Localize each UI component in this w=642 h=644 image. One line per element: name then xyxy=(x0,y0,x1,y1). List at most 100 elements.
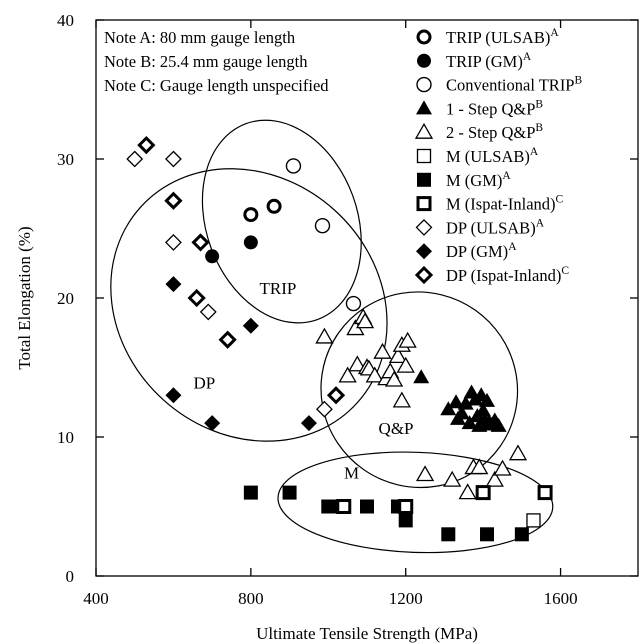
region-ellipse-m xyxy=(277,451,554,554)
legend-label-superscript: B xyxy=(535,122,543,134)
legend-label: M (GM)A xyxy=(446,170,511,190)
region-ellipse-qp xyxy=(320,291,519,489)
legend-item: DP (ULSAB)A xyxy=(415,217,545,237)
data-point xyxy=(187,288,206,308)
legend-item: TRIP (GM)A xyxy=(417,51,532,71)
legend-marker xyxy=(417,53,431,68)
region-ellipse-dp xyxy=(110,168,388,442)
region-label: Q&P xyxy=(379,419,414,438)
legend-label-text: Conventional TRIP xyxy=(446,76,575,95)
region-label: TRIP xyxy=(260,279,297,298)
legend-label-text: DP (GM) xyxy=(446,242,508,261)
legend-marker xyxy=(415,218,433,236)
data-point xyxy=(448,394,465,409)
data-point xyxy=(485,470,504,487)
data-point xyxy=(345,295,362,312)
legend-label-superscript: C xyxy=(556,194,564,206)
data-point xyxy=(365,366,384,383)
x-tick-label: 1600 xyxy=(544,589,578,608)
data-point xyxy=(470,458,489,475)
data-point xyxy=(388,347,408,364)
data-point xyxy=(243,235,258,250)
data-point xyxy=(514,527,529,542)
legend-item: M (Ispat-Inland)C xyxy=(416,194,564,214)
data-point xyxy=(199,303,217,321)
legend-label-superscript: A xyxy=(530,146,539,158)
x-tick-label: 800 xyxy=(238,589,264,608)
legend-label-superscript: B xyxy=(535,98,543,110)
data-point xyxy=(457,395,474,410)
legend-label-text: 1 - Step Q&P xyxy=(446,99,535,118)
data-point xyxy=(392,391,411,408)
series-1-step-q-p xyxy=(413,369,507,432)
data-points xyxy=(126,135,553,542)
data-point xyxy=(490,417,507,432)
data-point xyxy=(508,444,528,461)
legend-marker xyxy=(414,122,434,139)
data-point xyxy=(373,342,392,359)
legend-marker xyxy=(416,76,432,93)
data-point xyxy=(285,158,302,174)
plot-frame xyxy=(95,19,639,577)
legend-label: 1 - Step Q&PB xyxy=(446,98,543,118)
data-point xyxy=(443,470,462,487)
y-tick-label: 20 xyxy=(57,289,74,308)
legend-label-text: DP (Ispat-Inland) xyxy=(446,266,561,285)
data-point xyxy=(336,499,352,514)
x-tick-label: 400 xyxy=(83,589,109,608)
legend-label-text: TRIP (ULSAB) xyxy=(446,28,550,47)
legend-label-text: M (GM) xyxy=(446,171,502,190)
series-dp-gm- xyxy=(165,276,317,432)
data-point xyxy=(205,249,220,264)
region-label: M xyxy=(344,464,359,483)
data-point xyxy=(243,485,258,500)
y-tick-label: 0 xyxy=(66,567,75,586)
note-b: Note B: 25.4 mm gauge length xyxy=(104,52,308,71)
legend-label-text: M (Ispat-Inland) xyxy=(446,195,556,214)
legend-label-text: TRIP (GM) xyxy=(446,52,523,71)
data-point xyxy=(398,499,414,514)
series-m-ulsab- xyxy=(526,513,541,528)
legend-marker xyxy=(414,265,434,285)
legend-label-superscript: A xyxy=(523,51,532,63)
data-point xyxy=(165,150,182,168)
legend-marker xyxy=(416,243,432,260)
data-point xyxy=(338,366,357,383)
legend-label-superscript: A xyxy=(502,170,511,182)
data-point xyxy=(453,405,470,420)
legend-label-superscript: B xyxy=(575,75,583,87)
x-tick-label: 1200 xyxy=(389,589,423,608)
data-point xyxy=(441,527,456,542)
data-point xyxy=(493,459,512,476)
legend-label: M (Ispat-Inland)C xyxy=(446,194,564,214)
legend-item: 1 - Step Q&PB xyxy=(416,98,543,118)
data-point xyxy=(475,402,492,417)
legend-item: Conventional TRIPB xyxy=(416,75,583,95)
legend-marker xyxy=(416,100,432,115)
data-point xyxy=(398,331,417,348)
y-tick-label: 30 xyxy=(57,150,74,169)
legend-label-superscript: A xyxy=(550,27,559,39)
legend-label-text: DP (ULSAB) xyxy=(446,218,536,237)
legend-item: 2 - Step Q&PB xyxy=(414,122,543,142)
y-tick-label: 10 xyxy=(57,428,74,447)
data-point xyxy=(266,198,282,214)
legend-label-text: 2 - Step Q&P xyxy=(446,123,535,142)
legend-label-text: M (ULSAB) xyxy=(446,147,530,166)
y-axis-label: Total Elongation (%) xyxy=(15,226,34,369)
data-point xyxy=(165,387,182,404)
legend-label: DP (GM)A xyxy=(446,241,517,261)
legend-item: TRIP (ULSAB)A xyxy=(416,27,559,47)
legend-label: DP (Ispat-Inland)C xyxy=(446,265,569,285)
data-point xyxy=(384,370,404,387)
data-point xyxy=(218,330,237,349)
data-point xyxy=(164,191,183,210)
series-trip-gm- xyxy=(205,235,258,264)
legend-label-superscript: A xyxy=(536,217,545,229)
legend-label: TRIP (ULSAB)A xyxy=(446,27,559,47)
legend-label: M (ULSAB)A xyxy=(446,146,539,166)
data-point xyxy=(243,207,259,223)
legend-item: M (ULSAB)A xyxy=(416,146,539,166)
legend-marker xyxy=(416,148,432,164)
